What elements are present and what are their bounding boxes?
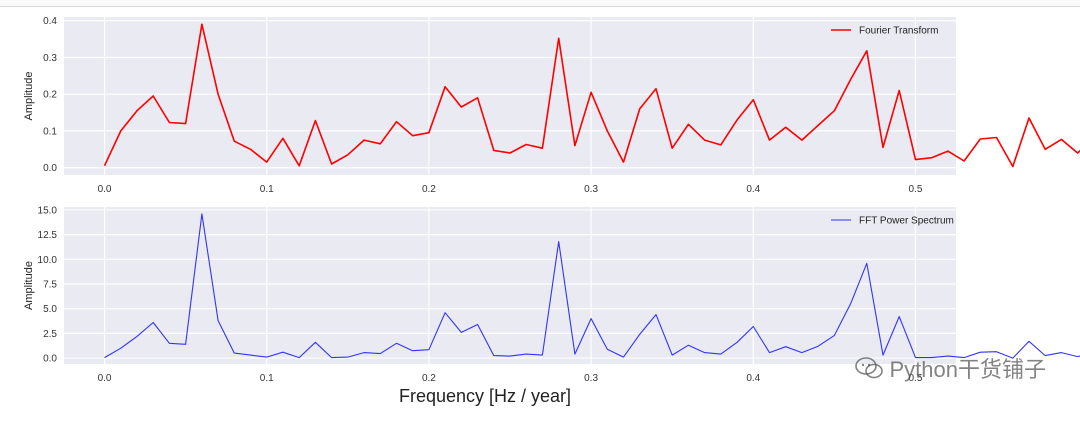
- y-tick-label: 10.0: [38, 255, 58, 266]
- legend-label: FFT Power Spectrum: [859, 216, 954, 227]
- x-tick-label: 0.3: [584, 373, 598, 384]
- y-tick-label: 2.5: [43, 329, 57, 340]
- y-tick-label: 0.1: [43, 126, 57, 137]
- y-tick-label: 12.5: [38, 230, 58, 241]
- watermark: Python干货铺子: [854, 352, 1047, 384]
- plot-area: [64, 17, 956, 175]
- watermark-text: Python干货铺子: [890, 352, 1047, 384]
- y-tick-label: 7.5: [43, 280, 57, 291]
- y-tick-label: 15.0: [38, 205, 58, 216]
- x-tick-label: 0.2: [422, 184, 436, 195]
- y-tick-label: 0.4: [43, 16, 57, 27]
- plot-panel-1: 0.0 0.1 0.2 0.3 0.4 0.5 0.0 0.1 0.2 0.3 0.4 Amplitu…: [23, 16, 1080, 195]
- x-tick-label: 0.1: [260, 373, 274, 384]
- x-tick-label: 0.0: [98, 373, 112, 384]
- y-tick-label: 5.0: [43, 304, 57, 315]
- y-tick-label: 0.3: [43, 53, 57, 64]
- x-tick-label: 0.4: [746, 184, 760, 195]
- notebook-cell-border: [0, 0, 1080, 7]
- x-tick-label: 0.0: [98, 184, 112, 195]
- x-tick-label: 0.4: [746, 373, 760, 384]
- legend-label: Fourier Transform: [859, 26, 938, 37]
- x-tick-label: 0.3: [584, 184, 598, 195]
- x-tick-label: 0.2: [422, 373, 436, 384]
- y-tick-label: 0.0: [43, 163, 57, 174]
- x-axis-label: Frequency [Hz / year]: [399, 386, 571, 406]
- y-tick-label: 0.2: [43, 90, 57, 101]
- wechat-icon: [854, 356, 884, 380]
- x-tick-label: 0.5: [909, 184, 923, 195]
- y-tick-label: 0.0: [43, 354, 57, 365]
- y-axis-label: Amplitude: [23, 261, 35, 310]
- plot-area: [64, 207, 956, 364]
- x-tick-label: 0.1: [260, 184, 274, 195]
- y-axis-label: Amplitude: [23, 72, 35, 121]
